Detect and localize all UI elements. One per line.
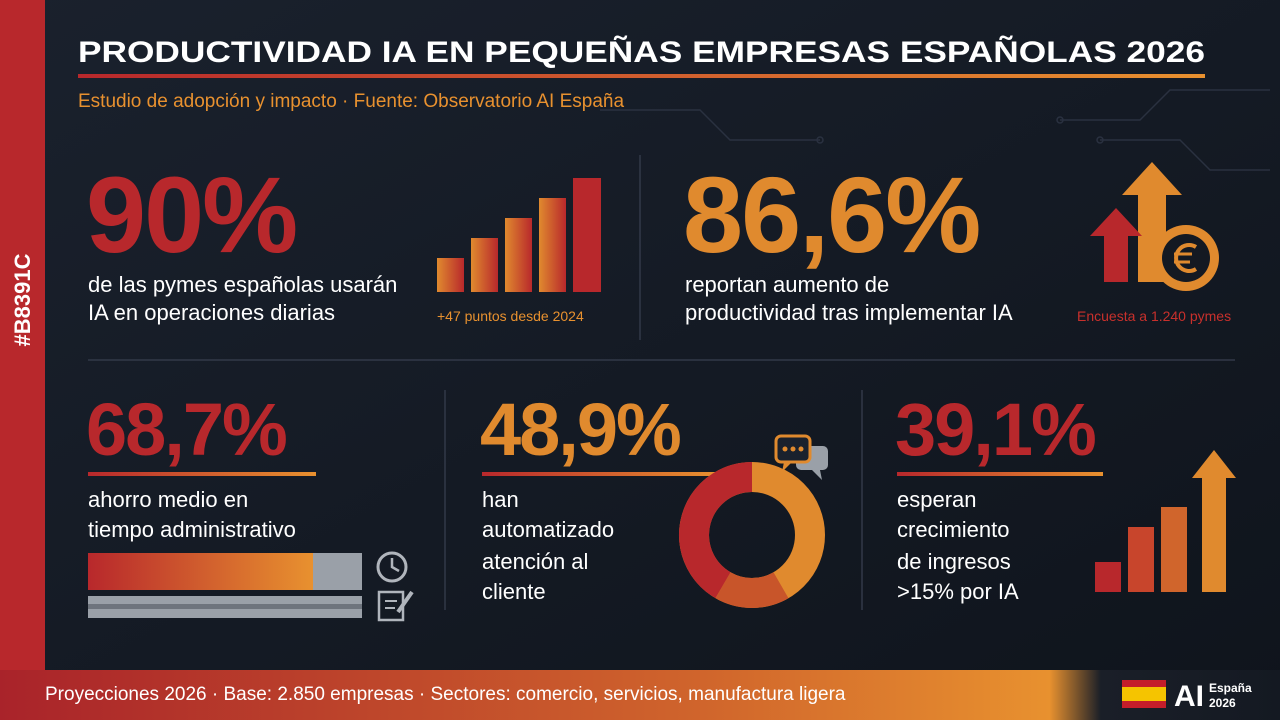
stat-note: +47 puntos desde 2024 <box>437 308 584 324</box>
progress-icon <box>88 551 414 622</box>
brand-country: España <box>1209 681 1252 695</box>
stat-note: Encuesta a 1.240 pymes <box>1077 308 1231 324</box>
stat-description: de ingresos <box>897 549 1011 574</box>
bar-icon <box>437 178 601 292</box>
stat-description: de las pymes españolas usarán <box>88 272 397 297</box>
stat-description: han <box>482 487 519 512</box>
stat-description: tiempo administrativo <box>88 517 296 542</box>
stat-description: reportan aumento de <box>685 272 889 297</box>
brand-year: 2026 <box>1209 696 1236 710</box>
stat-description: crecimiento <box>897 517 1009 542</box>
value-underline <box>88 472 316 476</box>
footer-bar <box>0 670 1280 720</box>
side-strip <box>0 0 45 670</box>
side-tag: #B8391C <box>10 253 35 346</box>
stat-value: 39,1% <box>895 388 1095 471</box>
stat-value: 48,9% <box>480 388 680 471</box>
growth-bars-icon <box>1095 450 1236 592</box>
brand: AI <box>1174 680 1204 713</box>
circuit-decoration <box>600 89 1270 171</box>
flag-icon <box>1122 680 1166 708</box>
title: PRODUCTIVIDAD IA EN PEQUEÑAS EMPRESAS ES… <box>78 35 1205 69</box>
value-underline <box>897 472 1103 476</box>
stat-description: automatizado <box>482 517 614 542</box>
chat-icon <box>774 434 828 480</box>
stat-value: 68,7% <box>86 388 286 471</box>
subtitle: Estudio de adopción y impacto · Fuente: … <box>78 91 624 112</box>
stat-description: esperan <box>897 487 977 512</box>
stat-value: 90% <box>86 154 296 275</box>
stat-description: cliente <box>482 579 546 604</box>
stat-description: productividad tras implementar IA <box>685 300 1013 325</box>
donut-icon <box>679 462 825 608</box>
stat-description: IA en operaciones diarias <box>88 300 335 325</box>
stat-description: atención al <box>482 549 588 574</box>
value-underline <box>482 472 718 476</box>
footer-text: Proyecciones 2026 · Base: 2.850 empresas… <box>45 684 846 705</box>
stat-description: ahorro medio en <box>88 487 248 512</box>
title-underline <box>78 74 1205 78</box>
growth-icon <box>1090 162 1219 291</box>
stat-description: >15% por IA <box>897 579 1019 604</box>
stat-value: 86,6% <box>683 154 979 275</box>
